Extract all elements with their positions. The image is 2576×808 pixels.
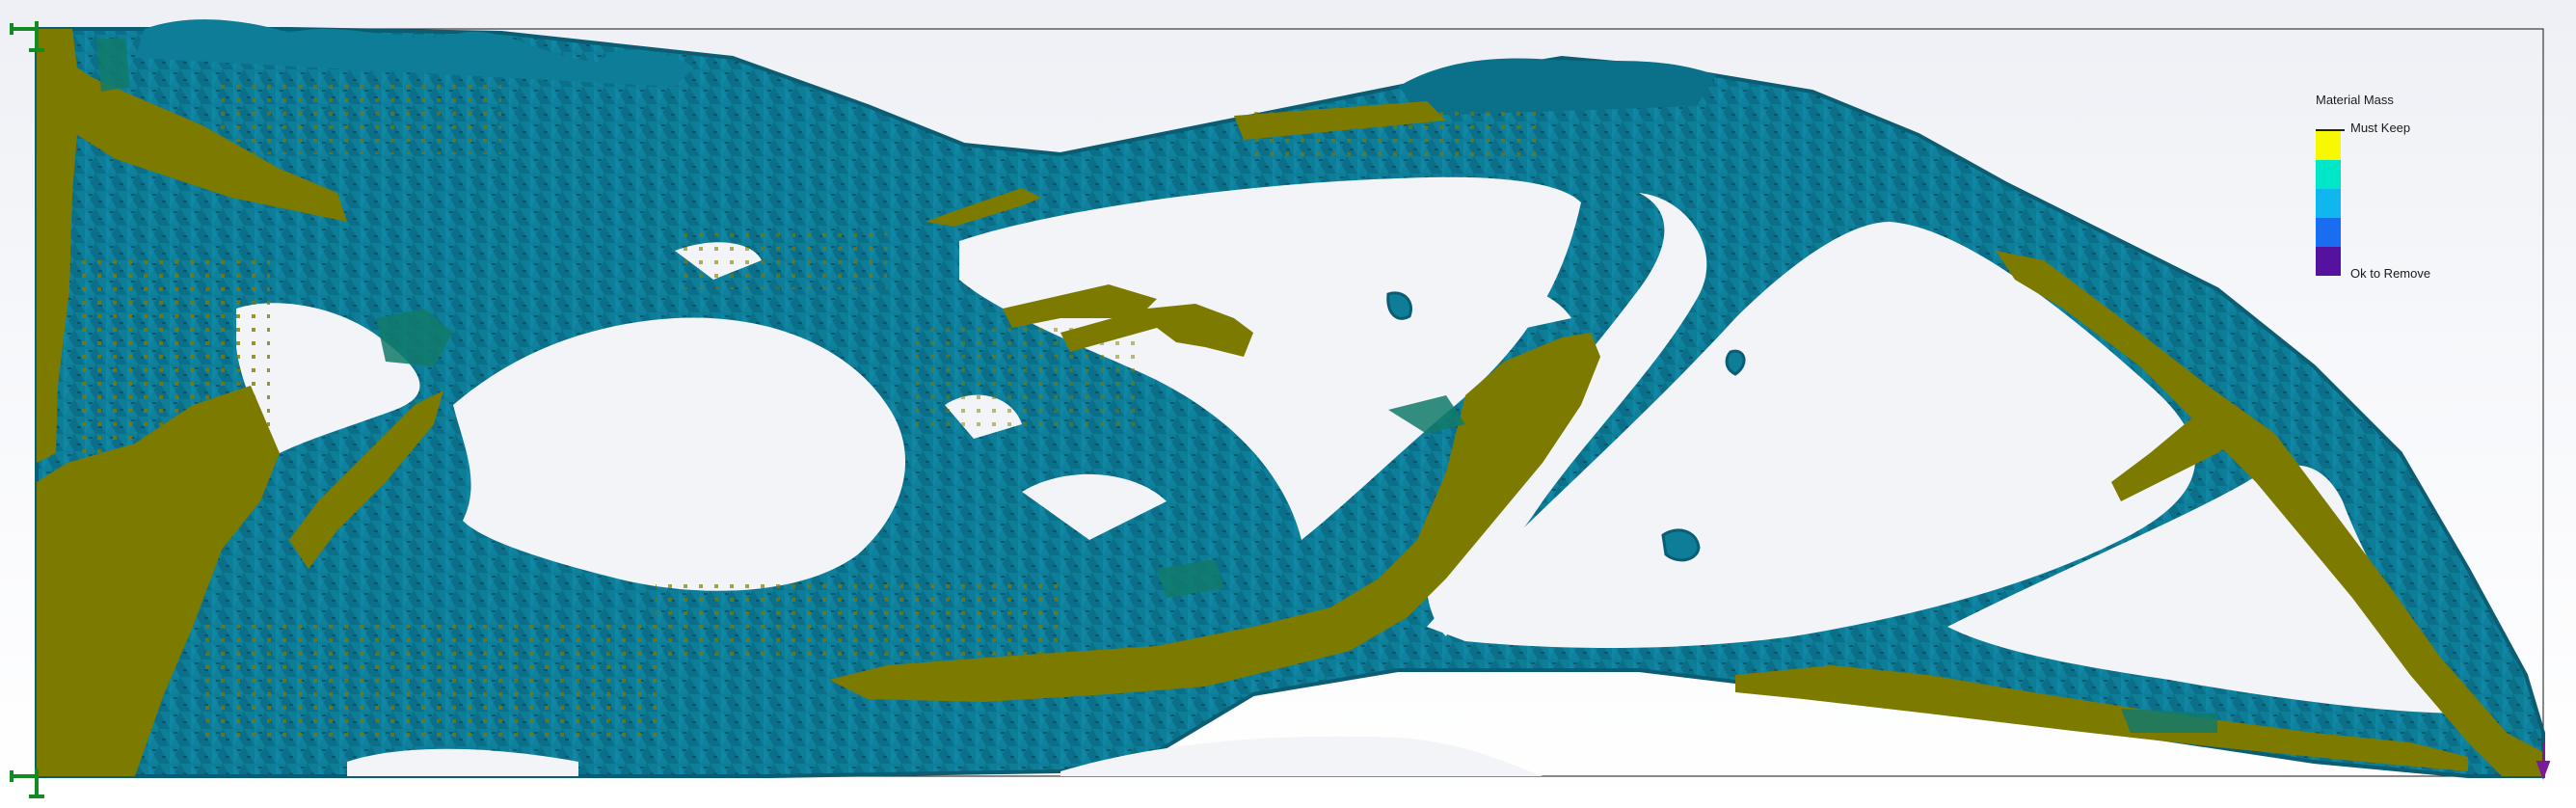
legend-max-tick [2316, 129, 2345, 131]
legend-band [2316, 160, 2341, 189]
fixture-icon[interactable] [10, 768, 44, 798]
legend-title: Material Mass [2316, 93, 2394, 107]
legend-min-label: Ok to Remove [2350, 266, 2431, 281]
load-arrow-icon[interactable] [2536, 742, 2551, 780]
transition-zones [96, 39, 2217, 733]
checker-texture [77, 77, 1543, 742]
legend-band [2316, 247, 2341, 276]
legend-band [2316, 189, 2341, 218]
legend-max-label: Must Keep [2350, 121, 2411, 135]
material-islands [1386, 291, 1746, 562]
must-keep-load-paths [37, 29, 2543, 776]
fixture-icon[interactable] [10, 21, 44, 52]
legend-band [2316, 131, 2341, 160]
legend-band [2316, 218, 2341, 247]
legend-color-bar [2316, 131, 2341, 276]
